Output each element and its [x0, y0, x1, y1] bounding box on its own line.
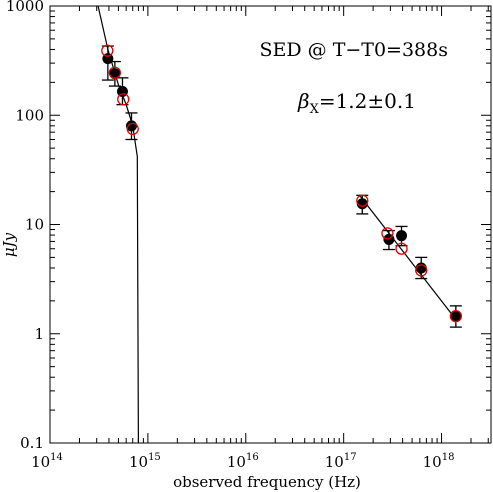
xray-powerlaw-curve [359, 194, 457, 320]
x-tick-label-base: 10 [129, 453, 148, 471]
beta-annotation: βX=1.2±0.1 [297, 89, 416, 117]
y-tick-label: 0.1 [20, 434, 44, 452]
model-point-marker [415, 264, 428, 277]
model-point-marker [395, 242, 408, 255]
x-tick-label-exponent: 15 [148, 452, 161, 463]
x-tick-label-base: 10 [423, 453, 442, 471]
x-tick-label-base: 10 [325, 453, 344, 471]
x-tick-label-exponent: 18 [442, 452, 455, 463]
x-tick-label-exponent: 14 [50, 452, 63, 463]
model-point-marker [101, 44, 114, 57]
observed-point [449, 305, 462, 328]
observed-point [356, 194, 369, 215]
x-tick-label: 1017 [325, 452, 357, 471]
model-point-marker [108, 66, 122, 79]
x-tick-label: 1018 [423, 452, 455, 471]
x-tick-label: 1014 [31, 452, 63, 471]
model-point-marker [449, 309, 463, 323]
y-tick-label: 10 [25, 216, 44, 234]
x-tick-label-exponent: 17 [344, 452, 357, 463]
observed-point [108, 60, 121, 87]
beta-value: =1.2±0.1 [319, 89, 416, 113]
model-curves [97, 6, 457, 443]
x-tick-label-base: 10 [31, 453, 50, 471]
observed-marker [396, 230, 408, 242]
observed-marker [415, 262, 427, 274]
model-point-marker [356, 194, 369, 207]
beta-symbol: β [297, 89, 310, 113]
model-point-marker [381, 227, 394, 240]
y-tick-label: 100 [15, 106, 44, 124]
observed-marker [450, 310, 462, 322]
model-point-marker [126, 122, 139, 136]
observed-marker [356, 198, 368, 210]
x-axis-label: observed frequency (Hz) [173, 473, 361, 491]
data-marks [101, 44, 463, 328]
x-tick-label: 1015 [129, 452, 161, 471]
model-point-marker [117, 93, 130, 106]
x-tick-label-exponent: 16 [246, 452, 259, 463]
x-tick-label: 1016 [227, 452, 259, 471]
observed-marker [109, 68, 121, 80]
y-axis-label: μJy [0, 232, 18, 257]
x-tick-label-base: 10 [227, 453, 246, 471]
beta-subscript: X [310, 102, 320, 117]
y-tick-label: 1 [34, 325, 44, 343]
y-tick-label: 1000 [6, 0, 44, 15]
chart-annotation-title: SED @ T−T0=388s [260, 39, 449, 61]
